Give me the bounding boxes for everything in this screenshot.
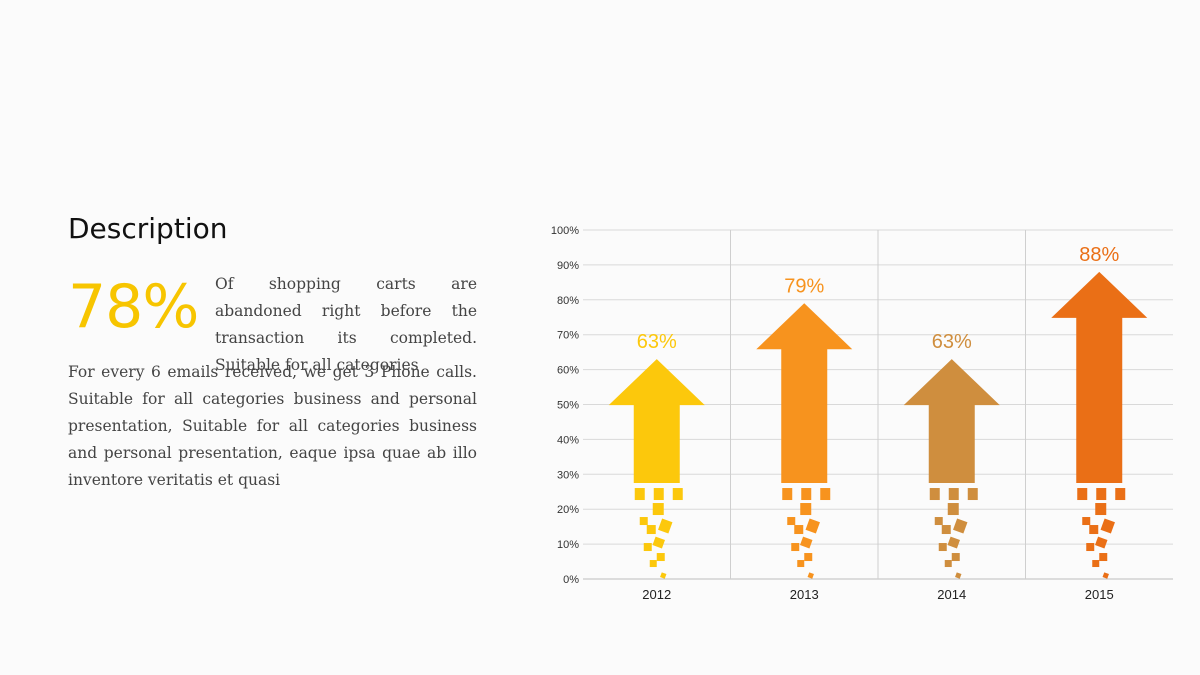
arrow-fragment bbox=[1115, 488, 1126, 501]
arrow-fragment bbox=[787, 517, 796, 526]
arrow-fragment bbox=[947, 503, 959, 516]
data-label: 79% bbox=[784, 275, 824, 297]
arrow-bar-2012 bbox=[608, 359, 705, 484]
arrow-fragment bbox=[1099, 553, 1108, 562]
arrow-fragment bbox=[634, 488, 645, 501]
arrow-bar-2015 bbox=[1051, 271, 1148, 484]
arrow-fragment bbox=[639, 517, 648, 526]
arrow-fragment bbox=[955, 572, 962, 579]
x-tick-label: 2013 bbox=[790, 587, 819, 602]
arrow-fragment bbox=[941, 525, 951, 535]
arrow-fragment bbox=[938, 543, 947, 552]
y-tick-label: 70% bbox=[557, 330, 579, 342]
data-label: 63% bbox=[637, 331, 677, 353]
arrow-fragment bbox=[953, 518, 968, 534]
arrow-fragment bbox=[1100, 518, 1115, 534]
arrow-fragment bbox=[1092, 560, 1100, 568]
data-label: 88% bbox=[1079, 244, 1119, 266]
arrow-fragment bbox=[794, 525, 804, 535]
arrow-fragment bbox=[646, 525, 656, 535]
y-tick-label: 10% bbox=[557, 539, 579, 551]
arrow-bar-2014 bbox=[903, 359, 1000, 484]
y-tick-label: 50% bbox=[557, 400, 579, 412]
arrow-fragment bbox=[652, 503, 664, 516]
stat-description: Of shopping carts are abandoned right be… bbox=[215, 275, 477, 374]
arrow-fragment bbox=[660, 572, 667, 579]
arrow-fragment bbox=[948, 488, 959, 501]
arrow-fragment bbox=[944, 560, 952, 568]
arrow-fragment bbox=[1089, 525, 1099, 535]
arrow-fragment bbox=[929, 488, 940, 501]
arrow-fragment bbox=[820, 488, 831, 501]
y-tick-label: 0% bbox=[563, 574, 579, 586]
arrow-fragment bbox=[804, 553, 813, 562]
arrow-fragment bbox=[652, 536, 665, 549]
y-tick-label: 80% bbox=[557, 295, 579, 307]
x-tick-label: 2014 bbox=[937, 587, 966, 602]
arrow-fragment bbox=[1086, 543, 1095, 552]
data-label: 63% bbox=[932, 331, 972, 353]
arrow-bar-2013 bbox=[756, 303, 853, 484]
arrow-fragment bbox=[1096, 488, 1107, 501]
arrow-fragment bbox=[656, 553, 665, 562]
arrow-fragment bbox=[653, 488, 664, 501]
arrow-fragment bbox=[967, 488, 978, 501]
arrow-fragment bbox=[801, 488, 812, 501]
arrow-fragment bbox=[782, 488, 793, 501]
x-tick-label: 2015 bbox=[1085, 587, 1114, 602]
x-tick-label: 2012 bbox=[642, 587, 671, 602]
arrow-fragment bbox=[1082, 517, 1091, 526]
arrow-fragment bbox=[947, 536, 960, 549]
y-tick-label: 40% bbox=[557, 434, 579, 446]
body-paragraph: For every 6 emails received, we get 3 Ph… bbox=[68, 363, 477, 489]
arrow-fragment bbox=[800, 503, 812, 516]
arrow-fragment bbox=[649, 560, 657, 568]
arrow-fragment bbox=[800, 536, 813, 549]
arrow-fragment bbox=[1095, 503, 1107, 516]
arrow-fragment bbox=[797, 560, 805, 568]
y-tick-label: 100% bbox=[551, 225, 579, 237]
y-tick-label: 20% bbox=[557, 504, 579, 516]
arrow-fragment bbox=[807, 572, 814, 579]
y-tick-label: 90% bbox=[557, 260, 579, 272]
arrow-fragment bbox=[934, 517, 943, 526]
highlight-stat: 78% bbox=[68, 272, 199, 342]
arrow-fragment bbox=[1102, 572, 1109, 579]
section-heading: Description bbox=[68, 212, 228, 245]
arrow-bar-chart: 0% 10% 20% 30% 40% 50% 60% 70% 80% 90% 100% 63% 2012… bbox=[551, 225, 1173, 602]
arrow-fragment bbox=[658, 518, 673, 534]
arrow-fragment bbox=[1077, 488, 1088, 501]
y-tick-label: 60% bbox=[557, 365, 579, 377]
arrow-fragment bbox=[643, 543, 652, 552]
arrow-fragment bbox=[805, 518, 820, 534]
arrow-fragment bbox=[672, 488, 683, 501]
arrow-fragment bbox=[791, 543, 800, 552]
arrow-fragment bbox=[951, 553, 960, 562]
arrow-fragment bbox=[1095, 536, 1108, 549]
y-tick-label: 30% bbox=[557, 469, 579, 481]
